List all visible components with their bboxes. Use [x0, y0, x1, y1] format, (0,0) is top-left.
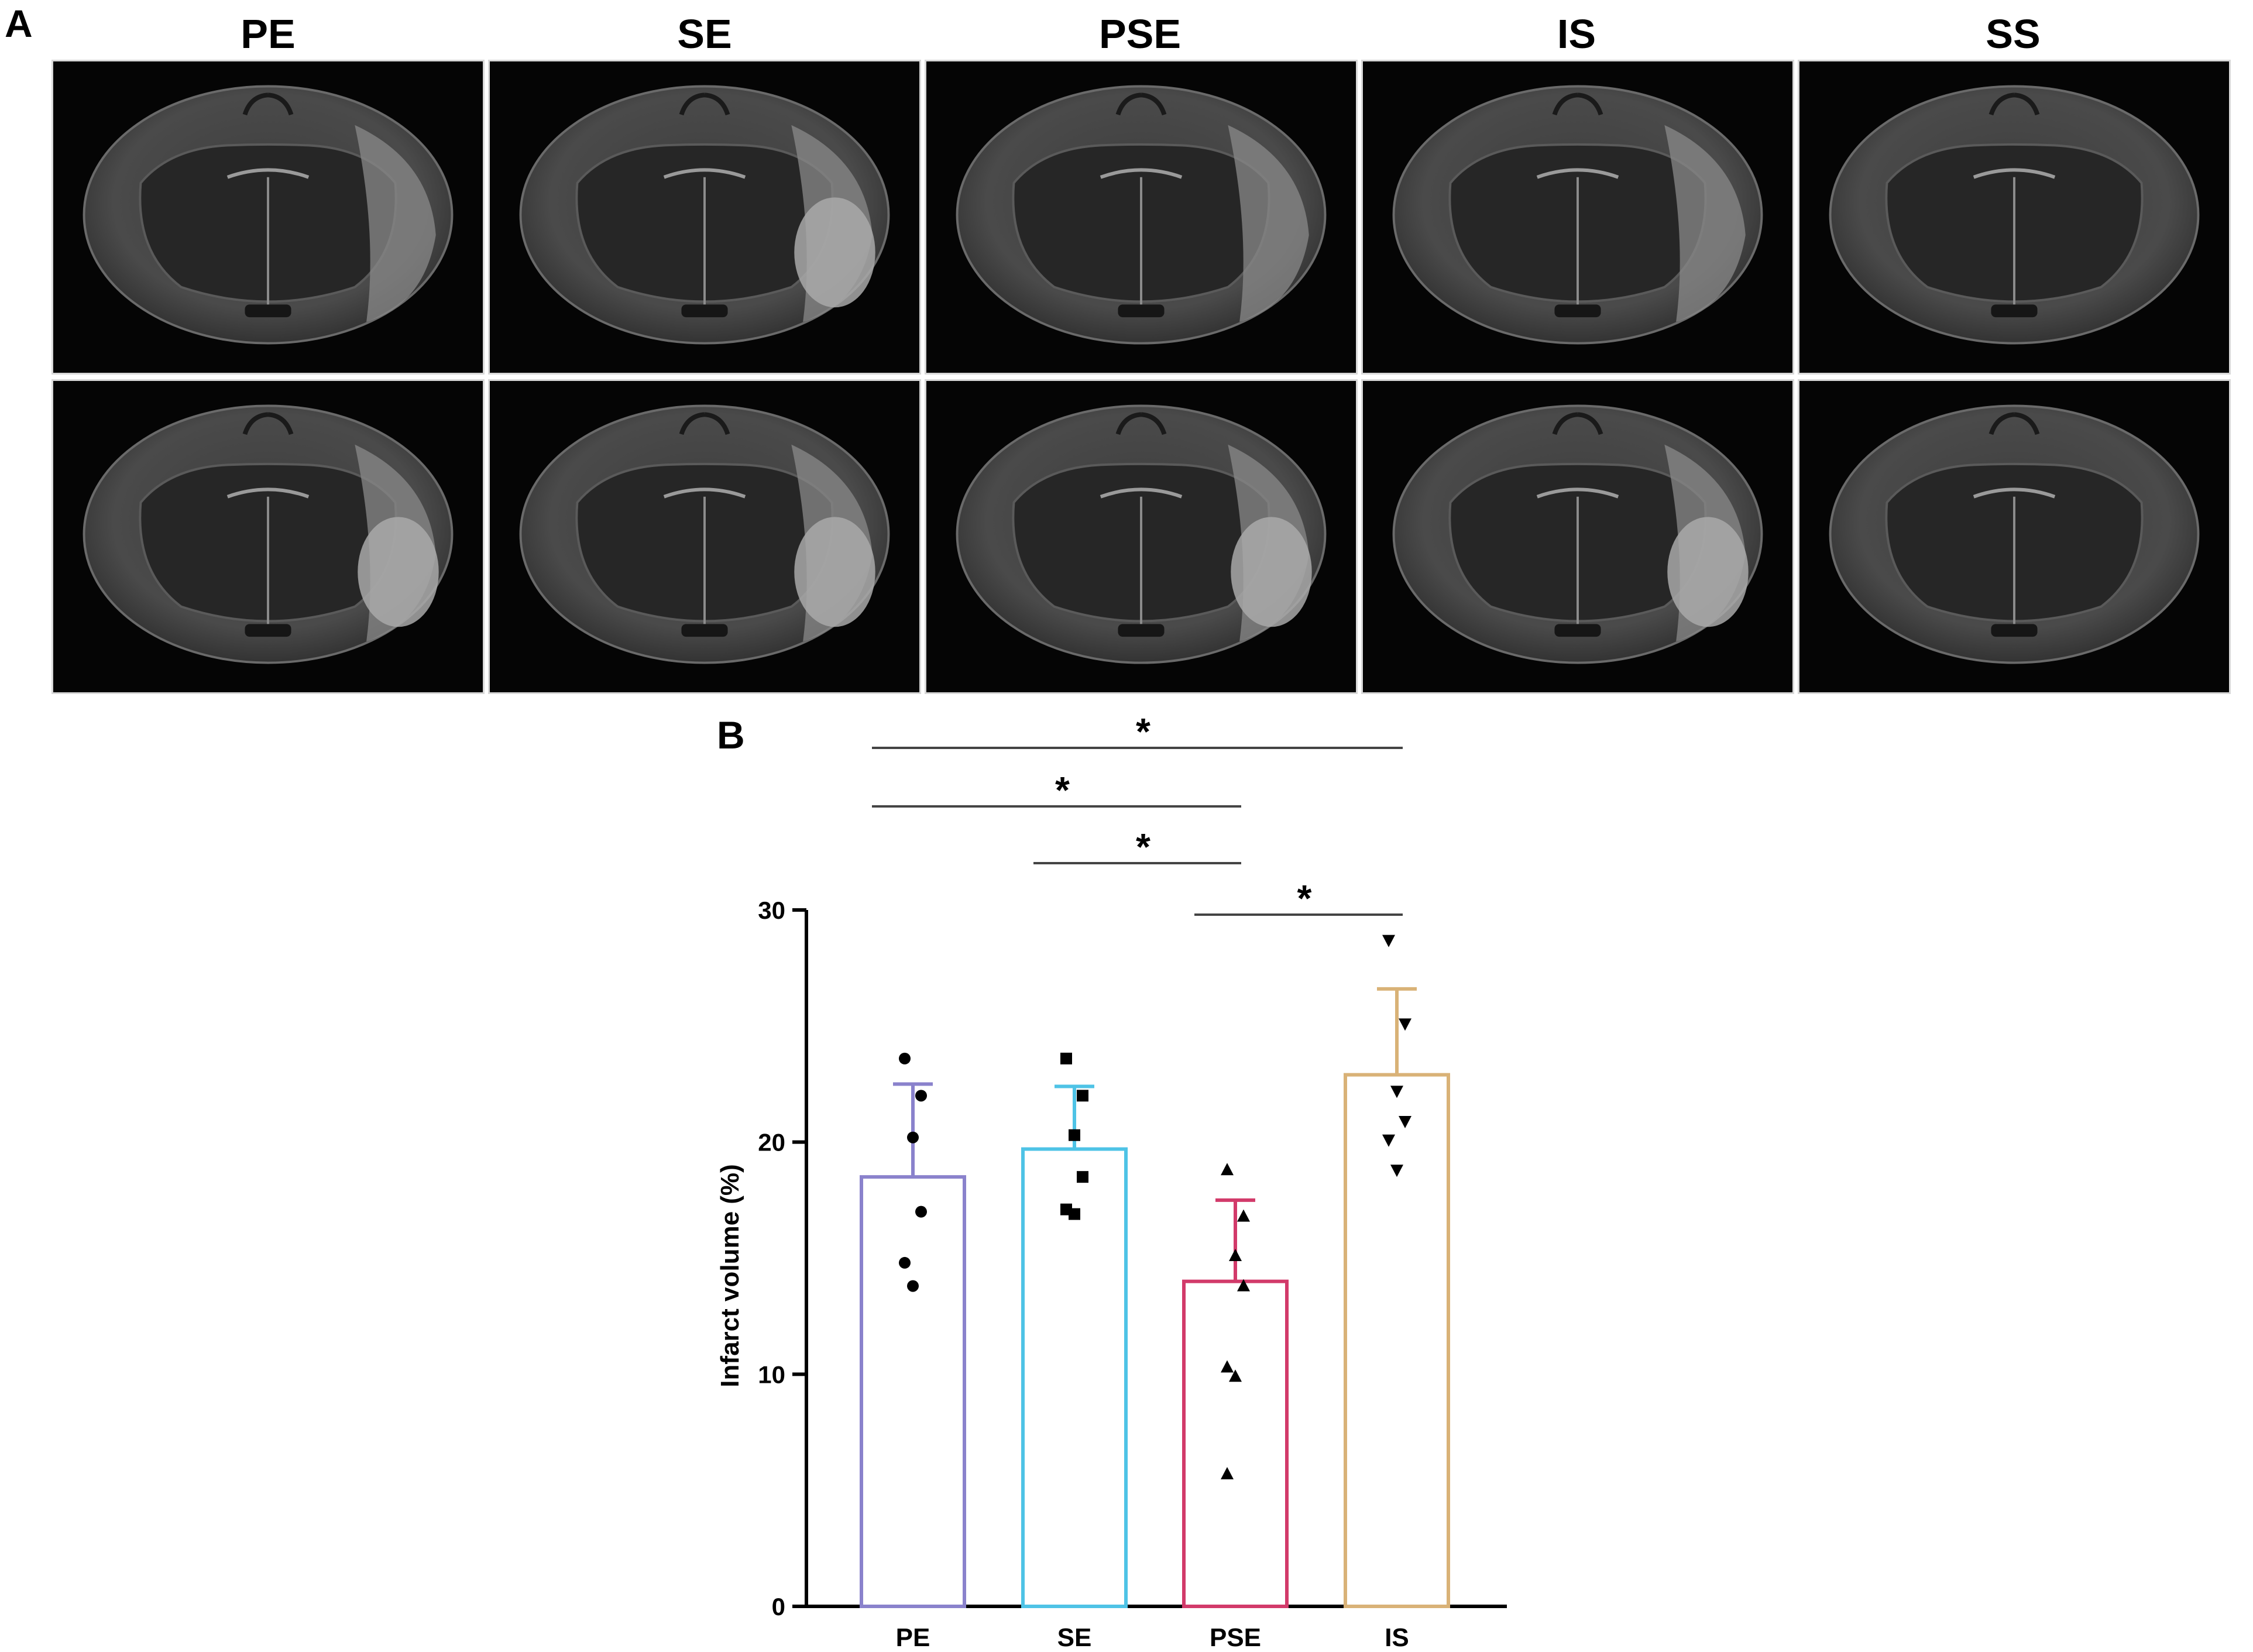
data-point-is-4 — [1399, 1115, 1411, 1128]
mri-slice-pe-row-1 — [51, 60, 485, 375]
y-tick-label-10: 10 — [758, 1361, 785, 1388]
data-point-pe-6 — [907, 1280, 919, 1292]
significance-star-pe-is: * — [1136, 710, 1150, 753]
data-point-pse-7 — [1221, 1466, 1234, 1479]
data-point-pe-5 — [899, 1256, 911, 1269]
mri-slice-pse-row-1 — [925, 60, 1358, 375]
x-tick-label-pe: PE — [896, 1623, 930, 1652]
column-label-pe: PE — [241, 11, 296, 57]
bar-pse — [1182, 1279, 1289, 1609]
data-point-pse-2 — [1237, 1209, 1250, 1222]
data-point-pse-6 — [1229, 1369, 1242, 1382]
data-point-pe-4 — [915, 1205, 927, 1218]
x-tick-label-is: IS — [1385, 1623, 1409, 1652]
data-point-pse-3 — [1229, 1249, 1242, 1262]
data-point-se-1 — [1060, 1052, 1072, 1064]
y-axis-title: Infarct volume (%) — [716, 1164, 744, 1387]
significance-star-pse-is: * — [1297, 877, 1312, 919]
mri-slice-is-row-1 — [1361, 60, 1794, 375]
y-tick-label-30: 30 — [758, 897, 785, 924]
data-point-pse-5 — [1221, 1360, 1234, 1373]
mri-slice-se-row-2 — [488, 379, 921, 694]
data-point-pe-3 — [907, 1131, 919, 1143]
mri-slice-pe-row-2 — [51, 379, 485, 694]
data-point-is-1 — [1382, 935, 1395, 947]
column-label-is: IS — [1557, 11, 1596, 57]
y-tick-label-0: 0 — [772, 1593, 785, 1620]
data-point-se-2 — [1077, 1090, 1088, 1102]
data-point-pse-4 — [1237, 1279, 1250, 1292]
mri-slice-ss-row-2 — [1798, 379, 2231, 694]
column-label-se: SE — [677, 11, 732, 57]
column-label-pse: PSE — [1098, 11, 1182, 57]
panel-b-letter: B — [717, 713, 745, 757]
bar-is — [1344, 1073, 1450, 1608]
data-point-pe-1 — [899, 1052, 911, 1064]
data-point-se-3 — [1069, 1129, 1080, 1141]
mri-slice-se-row-1 — [488, 60, 921, 375]
column-label-ss: SS — [1986, 11, 2041, 57]
x-tick-label-se: SE — [1057, 1623, 1092, 1652]
data-point-is-3 — [1390, 1086, 1403, 1098]
mri-slice-is-row-2 — [1361, 379, 1794, 694]
data-point-pse-1 — [1221, 1163, 1234, 1176]
significance-star-pe-pse: * — [1055, 769, 1070, 811]
data-point-is-2 — [1399, 1018, 1411, 1031]
data-point-is-5 — [1382, 1134, 1395, 1147]
x-tick-label-pse: PSE — [1210, 1623, 1261, 1652]
bar-pe — [860, 1175, 966, 1608]
data-point-se-6 — [1069, 1208, 1080, 1220]
mri-slice-pse-row-2 — [925, 379, 1358, 694]
y-tick-label-20: 20 — [758, 1129, 785, 1156]
significance-star-se-pse: * — [1136, 826, 1150, 868]
data-point-se-4 — [1077, 1171, 1088, 1183]
data-point-is-6 — [1390, 1165, 1403, 1177]
panel-a-letter: A — [5, 2, 33, 45]
mri-slice-ss-row-1 — [1798, 60, 2231, 375]
data-point-pe-2 — [915, 1090, 927, 1102]
